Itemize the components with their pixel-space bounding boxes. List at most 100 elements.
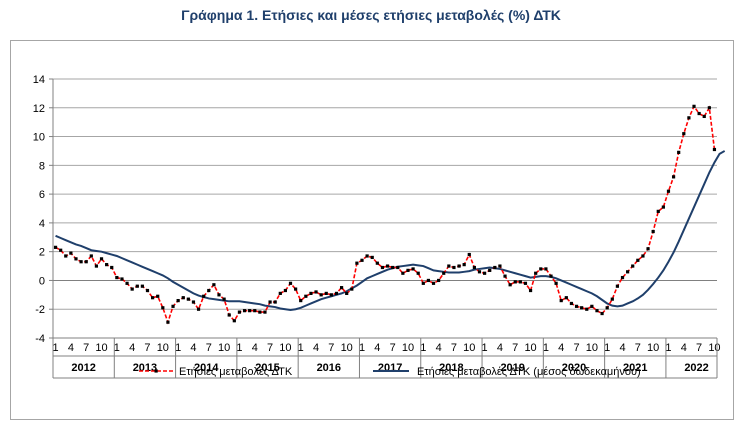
data-point [426, 278, 431, 283]
legend-marker-annual [154, 369, 158, 373]
data-point [53, 245, 58, 249]
data-point [288, 281, 293, 285]
data-point [99, 257, 104, 261]
x-year-label: 2016 [317, 362, 341, 374]
x-month-label: 7 [635, 342, 641, 354]
data-point [207, 288, 211, 293]
data-point [671, 175, 676, 179]
data-point [610, 297, 614, 301]
y-tick-label: -2 [35, 304, 45, 316]
x-month-label: 1 [236, 342, 242, 354]
data-point [452, 265, 456, 270]
data-point [646, 247, 650, 251]
data-point [345, 291, 349, 295]
data-point [687, 116, 691, 120]
data-point [84, 260, 88, 264]
data-point [181, 296, 185, 300]
data-point [360, 258, 364, 262]
data-point [498, 264, 502, 268]
data-point [350, 287, 354, 291]
x-month-label: 10 [524, 342, 536, 354]
y-tick-label: 10 [33, 132, 45, 144]
x-month-label: 10 [586, 342, 598, 354]
x-year-label: 2020 [562, 362, 586, 374]
x-month-label: 7 [390, 342, 396, 354]
data-point [411, 267, 415, 271]
data-point [365, 254, 369, 258]
data-point [421, 281, 425, 285]
data-point [314, 290, 318, 294]
x-month-label: 1 [665, 342, 671, 354]
data-point [135, 284, 139, 288]
data-point [380, 265, 385, 270]
series-layer [53, 104, 726, 325]
y-tick-label: 12 [33, 103, 45, 115]
x-month-label: 7 [451, 342, 457, 354]
data-point [661, 205, 665, 209]
series-line-average [55, 150, 726, 311]
data-point [600, 311, 604, 316]
data-point [273, 300, 277, 304]
data-point [115, 275, 119, 280]
data-point [595, 309, 599, 313]
data-point [508, 283, 512, 287]
y-tick-label: 2 [39, 247, 45, 259]
data-point [227, 313, 231, 317]
data-point [416, 271, 420, 275]
data-point [682, 132, 686, 136]
data-point [406, 268, 410, 272]
data-point [518, 280, 522, 284]
data-point [580, 306, 584, 310]
x-year-label: 2013 [133, 362, 157, 374]
data-point [472, 265, 476, 270]
data-point [191, 300, 196, 304]
x-month-label: 7 [83, 342, 89, 354]
data-point [339, 286, 344, 290]
data-point [94, 264, 99, 268]
x-month-label: 1 [298, 342, 304, 354]
data-point [258, 310, 262, 314]
data-point [554, 281, 558, 285]
data-point [636, 258, 640, 262]
y-tick-label: -4 [35, 333, 45, 345]
data-point [79, 260, 83, 264]
data-point [702, 114, 706, 119]
y-tick-label: 14 [33, 74, 45, 86]
data-point [559, 298, 563, 303]
data-point [324, 291, 328, 295]
data-point [385, 264, 390, 268]
data-point [151, 296, 155, 300]
x-month-label: 1 [52, 342, 58, 354]
data-point [523, 281, 528, 285]
x-year-label: 2019 [500, 362, 524, 374]
data-point [483, 271, 487, 275]
data-point [263, 310, 267, 314]
chart-title: Γράφημα 1. Ετήσιες και μέσες ετήσιες μετ… [181, 7, 561, 23]
x-month-label: 7 [573, 342, 579, 354]
data-point [105, 263, 109, 267]
data-point [590, 304, 594, 308]
data-point [334, 291, 339, 295]
data-point [156, 294, 160, 298]
data-point [140, 284, 144, 288]
data-point [666, 189, 671, 193]
data-point [574, 304, 579, 308]
data-point [278, 291, 282, 295]
x-month-label: 10 [463, 342, 475, 354]
x-month-label: 4 [619, 342, 625, 354]
data-point [171, 304, 175, 308]
data-point [391, 265, 395, 270]
data-point [396, 265, 400, 270]
data-point [549, 274, 553, 278]
data-point [64, 254, 68, 258]
data-point [253, 309, 257, 313]
y-tick-label: 0 [39, 275, 45, 287]
series-line-annual [55, 104, 716, 325]
x-month-label: 7 [696, 342, 702, 354]
x-month-label: 10 [647, 342, 659, 354]
data-point [457, 264, 461, 268]
x-month-label: 1 [359, 342, 365, 354]
data-point [431, 281, 436, 285]
data-point [437, 278, 441, 283]
